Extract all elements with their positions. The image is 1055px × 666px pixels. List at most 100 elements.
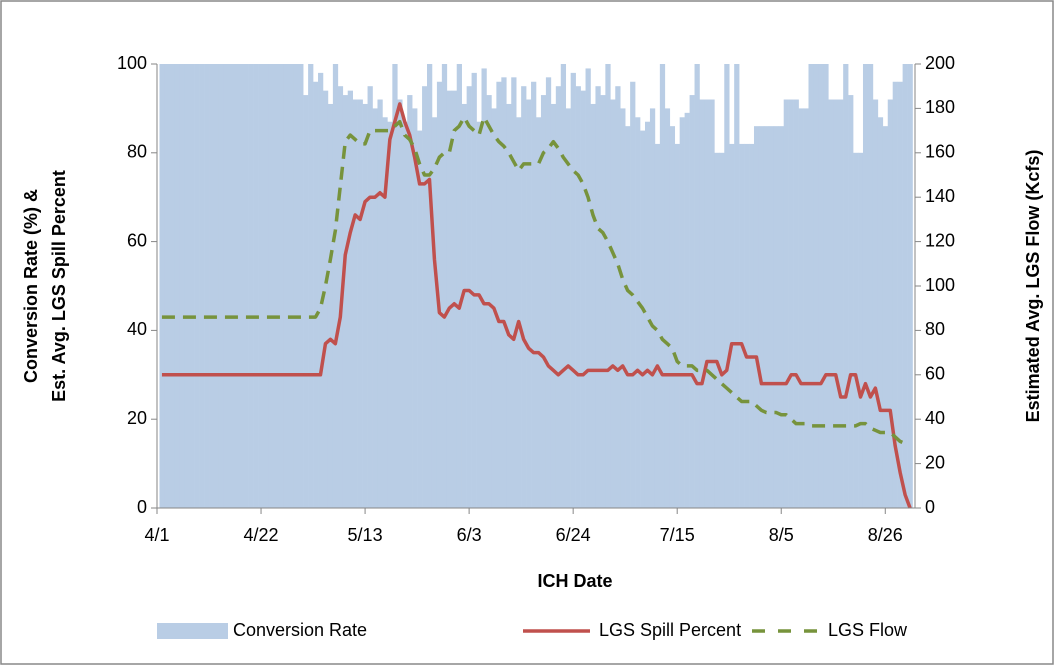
bar bbox=[555, 86, 562, 508]
bar bbox=[788, 99, 794, 509]
bar bbox=[823, 64, 829, 508]
bar bbox=[258, 64, 264, 508]
bar bbox=[719, 152, 725, 509]
bar bbox=[640, 130, 646, 508]
bar bbox=[248, 64, 254, 508]
bar bbox=[783, 99, 789, 509]
bar bbox=[644, 121, 651, 508]
bar bbox=[828, 99, 834, 509]
legend-label: LGS Flow bbox=[828, 620, 908, 640]
bar bbox=[283, 64, 289, 508]
bar bbox=[521, 86, 527, 508]
bar bbox=[560, 64, 567, 508]
bar bbox=[684, 112, 690, 508]
bar bbox=[402, 121, 408, 508]
bar bbox=[704, 99, 710, 509]
y2-tick-label: 200 bbox=[925, 53, 955, 73]
y2-tick-label: 140 bbox=[925, 186, 955, 206]
bar bbox=[580, 90, 586, 508]
bar bbox=[461, 103, 467, 509]
bar bbox=[714, 152, 720, 509]
bar bbox=[808, 64, 814, 508]
bar bbox=[357, 99, 363, 509]
x-tick-label: 6/24 bbox=[556, 525, 591, 545]
line bbox=[161, 102, 912, 509]
x-tick-label: 4/22 bbox=[244, 525, 279, 545]
bar bbox=[223, 64, 230, 508]
bar bbox=[268, 64, 274, 508]
bar bbox=[773, 126, 780, 508]
bar bbox=[303, 95, 309, 508]
bar bbox=[209, 64, 215, 508]
bar bbox=[744, 143, 750, 509]
bar bbox=[778, 126, 785, 508]
bar bbox=[882, 126, 889, 508]
bar bbox=[278, 64, 284, 508]
bar bbox=[263, 64, 269, 508]
bar bbox=[238, 64, 244, 508]
bar bbox=[506, 103, 512, 509]
x-tick-label: 8/5 bbox=[769, 525, 794, 545]
bar bbox=[179, 64, 185, 508]
bar bbox=[679, 117, 685, 508]
bar bbox=[441, 64, 448, 508]
bar bbox=[858, 152, 864, 509]
legend-swatch bbox=[157, 623, 228, 639]
bar bbox=[526, 99, 532, 509]
bar bbox=[471, 72, 477, 508]
bar bbox=[199, 64, 205, 508]
bar bbox=[189, 64, 195, 508]
bar bbox=[342, 95, 349, 508]
bar bbox=[174, 64, 180, 508]
bar bbox=[347, 90, 353, 508]
bar bbox=[481, 68, 487, 508]
bar bbox=[654, 143, 661, 509]
bar bbox=[392, 64, 398, 508]
bar bbox=[887, 99, 894, 509]
y2-tick-label: 100 bbox=[925, 275, 955, 295]
bar bbox=[570, 72, 576, 508]
bar bbox=[758, 126, 765, 508]
y2-tick-label: 60 bbox=[925, 364, 945, 384]
bar bbox=[427, 64, 433, 508]
bar bbox=[565, 108, 571, 509]
line bbox=[161, 115, 911, 446]
bar bbox=[664, 108, 671, 509]
bar bbox=[575, 86, 581, 508]
bar bbox=[595, 86, 601, 508]
y2-axis-title: Estimated Avg. LGS Flow (Kcfs) bbox=[1023, 150, 1043, 423]
bar bbox=[734, 64, 740, 508]
bar bbox=[694, 64, 700, 508]
bar bbox=[377, 99, 383, 509]
bar bbox=[466, 86, 472, 508]
bar bbox=[729, 143, 735, 509]
bar bbox=[313, 81, 319, 508]
bar bbox=[322, 90, 329, 508]
legend-label: LGS Spill Percent bbox=[599, 620, 741, 640]
bar bbox=[308, 64, 314, 508]
bar bbox=[243, 64, 249, 508]
bar bbox=[318, 72, 324, 508]
bar bbox=[620, 108, 626, 509]
y2-tick-label: 0 bbox=[925, 497, 935, 517]
bar bbox=[332, 64, 339, 508]
bar bbox=[164, 64, 170, 508]
bar bbox=[550, 103, 557, 509]
bar bbox=[540, 95, 547, 508]
bar bbox=[431, 117, 438, 508]
bar bbox=[372, 108, 378, 509]
y-tick-label: 100 bbox=[117, 53, 147, 73]
bar bbox=[233, 64, 240, 508]
bar bbox=[545, 77, 552, 508]
bar bbox=[253, 64, 259, 508]
bar bbox=[689, 95, 695, 508]
bar bbox=[516, 117, 522, 508]
bar bbox=[649, 108, 656, 509]
x-tick-label: 7/15 bbox=[660, 525, 695, 545]
bar bbox=[367, 86, 373, 508]
y2-tick-label: 180 bbox=[925, 97, 955, 117]
bar bbox=[872, 99, 879, 509]
bar bbox=[288, 64, 294, 508]
bar bbox=[169, 64, 175, 508]
